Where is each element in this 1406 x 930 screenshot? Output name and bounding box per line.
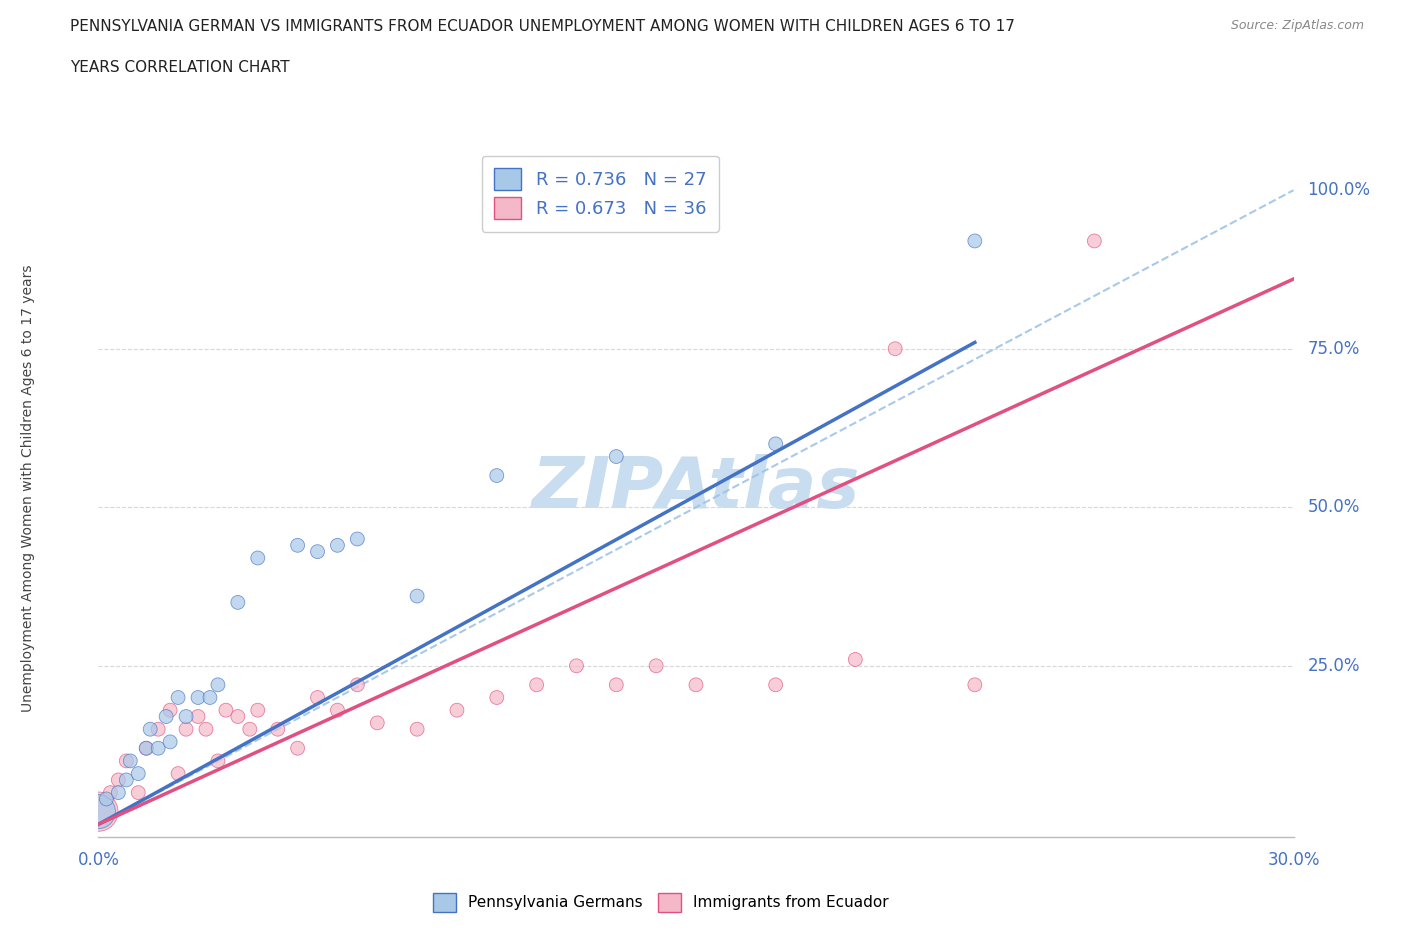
Point (226, 709, 249, 724)
Point (174, 722, 197, 737)
Text: Source: ZipAtlas.com: Source: ZipAtlas.com (1230, 19, 1364, 32)
Point (115, 753, 138, 768)
Point (127, 766, 149, 781)
Text: 25.0%: 25.0% (1308, 657, 1360, 675)
Legend: R = 0.736   N = 27, R = 0.673   N = 36: R = 0.736 N = 27, R = 0.673 N = 36 (482, 155, 718, 232)
Point (127, 785, 149, 800)
Point (963, 233, 986, 248)
Point (605, 449, 627, 464)
Text: YEARS CORRELATION CHART: YEARS CORRELATION CHART (70, 60, 290, 75)
Point (366, 715, 388, 730)
Point (844, 652, 866, 667)
Point (115, 773, 138, 788)
Point (884, 341, 907, 356)
Point (120, 753, 142, 768)
Point (239, 722, 262, 737)
Point (167, 766, 190, 781)
Point (287, 741, 309, 756)
Point (963, 677, 986, 692)
Point (765, 436, 787, 451)
Point (645, 658, 668, 673)
Point (685, 677, 707, 692)
Point (485, 468, 508, 483)
Point (307, 544, 329, 559)
Point (226, 595, 249, 610)
Point (135, 741, 157, 756)
Point (167, 690, 190, 705)
Point (246, 551, 269, 565)
Point (107, 785, 129, 800)
Point (307, 690, 329, 705)
Point (346, 532, 368, 547)
Point (287, 538, 309, 552)
Point (139, 722, 162, 737)
Point (1083, 233, 1105, 248)
Text: ZIPAtlas: ZIPAtlas (531, 454, 860, 523)
Point (215, 703, 238, 718)
Text: 30.0%: 30.0% (1267, 851, 1320, 869)
Point (159, 735, 181, 750)
Point (187, 690, 209, 705)
Text: 0.0%: 0.0% (77, 851, 120, 869)
Point (346, 677, 368, 692)
Point (187, 709, 209, 724)
Point (174, 709, 197, 724)
Point (207, 753, 229, 768)
Point (406, 722, 429, 737)
Point (148, 722, 170, 737)
Point (326, 538, 349, 552)
Point (765, 677, 787, 692)
Text: Unemployment Among Women with Children Ages 6 to 17 years: Unemployment Among Women with Children A… (21, 264, 35, 712)
Text: PENNSYLVANIA GERMAN VS IMMIGRANTS FROM ECUADOR UNEMPLOYMENT AMONG WOMEN WITH CHI: PENNSYLVANIA GERMAN VS IMMIGRANTS FROM E… (70, 19, 1015, 33)
Point (267, 722, 290, 737)
Point (194, 722, 218, 737)
Text: 50.0%: 50.0% (1308, 498, 1360, 516)
Point (87, 804, 110, 819)
Point (107, 773, 129, 788)
Point (605, 677, 627, 692)
Point (246, 703, 269, 718)
Point (207, 677, 229, 692)
Point (446, 703, 468, 718)
Text: 100.0%: 100.0% (1308, 181, 1371, 199)
Text: 75.0%: 75.0% (1308, 339, 1360, 358)
Point (198, 690, 221, 705)
Point (98, 785, 122, 800)
Legend: Pennsylvania Germans, Immigrants from Ecuador: Pennsylvania Germans, Immigrants from Ec… (427, 887, 894, 918)
Point (406, 589, 429, 604)
Point (155, 709, 177, 724)
Point (87, 804, 110, 819)
Point (565, 658, 588, 673)
Point (96, 791, 118, 806)
Point (326, 703, 349, 718)
Point (159, 703, 181, 718)
Point (526, 677, 548, 692)
Point (485, 690, 508, 705)
Point (148, 741, 170, 756)
Point (135, 741, 157, 756)
